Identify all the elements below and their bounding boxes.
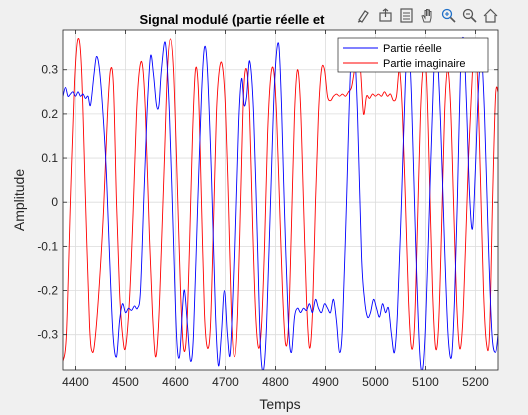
plot-frame [62, 29, 499, 371]
y-tick-label: 0.2 [41, 107, 58, 121]
x-tick-label: 4600 [162, 375, 189, 389]
x-tick-label: 4500 [112, 375, 139, 389]
legend-label-reelle: Partie réelle [383, 43, 442, 55]
legend-label-imaginaire: Partie imaginaire [383, 58, 466, 70]
pan-hand-icon [421, 8, 432, 22]
export-button[interactable] [375, 5, 396, 26]
zoom-in-button[interactable] [438, 5, 459, 26]
save-export-icon [379, 7, 392, 22]
y-tick-label: -0.1 [37, 239, 58, 253]
series-line-partie-reelle [63, 36, 498, 370]
series-line-partie-imaginaire [63, 37, 498, 362]
x-tick-label: 5200 [462, 375, 489, 389]
y-tick-label: 0.3 [41, 63, 58, 77]
legend[interactable]: Partie réelle Partie imaginaire [337, 37, 489, 73]
brush-icon [357, 9, 369, 23]
legend-icon [400, 7, 413, 23]
pan-button[interactable] [417, 5, 438, 26]
x-tick-label: 4400 [62, 375, 89, 389]
zoom-in-icon [441, 8, 456, 23]
x-tick-label: 4700 [212, 375, 239, 389]
x-tick-label: 5100 [412, 375, 439, 389]
x-tick-label: 4900 [312, 375, 339, 389]
legend-box [337, 37, 489, 73]
axes-toolbar [354, 4, 501, 26]
y-tick-label: 0.1 [41, 151, 58, 165]
y-axis-label: Amplitude [11, 169, 27, 231]
y-tick-label: -0.2 [37, 284, 58, 298]
zoom-out-button[interactable] [459, 5, 480, 26]
x-tick-label: 5000 [362, 375, 389, 389]
zoom-out-icon [462, 8, 477, 23]
y-tick-label: -0.3 [37, 328, 58, 342]
brush-button[interactable] [354, 5, 375, 26]
x-tick-label: 4800 [262, 375, 289, 389]
x-axis-label: Temps [259, 396, 300, 412]
home-button[interactable] [480, 5, 501, 26]
chart-title: Signal modulé (partie réelle et [140, 12, 326, 27]
y-tick-label: 0 [51, 195, 58, 209]
home-icon [483, 8, 498, 23]
legend-button[interactable] [396, 5, 417, 26]
